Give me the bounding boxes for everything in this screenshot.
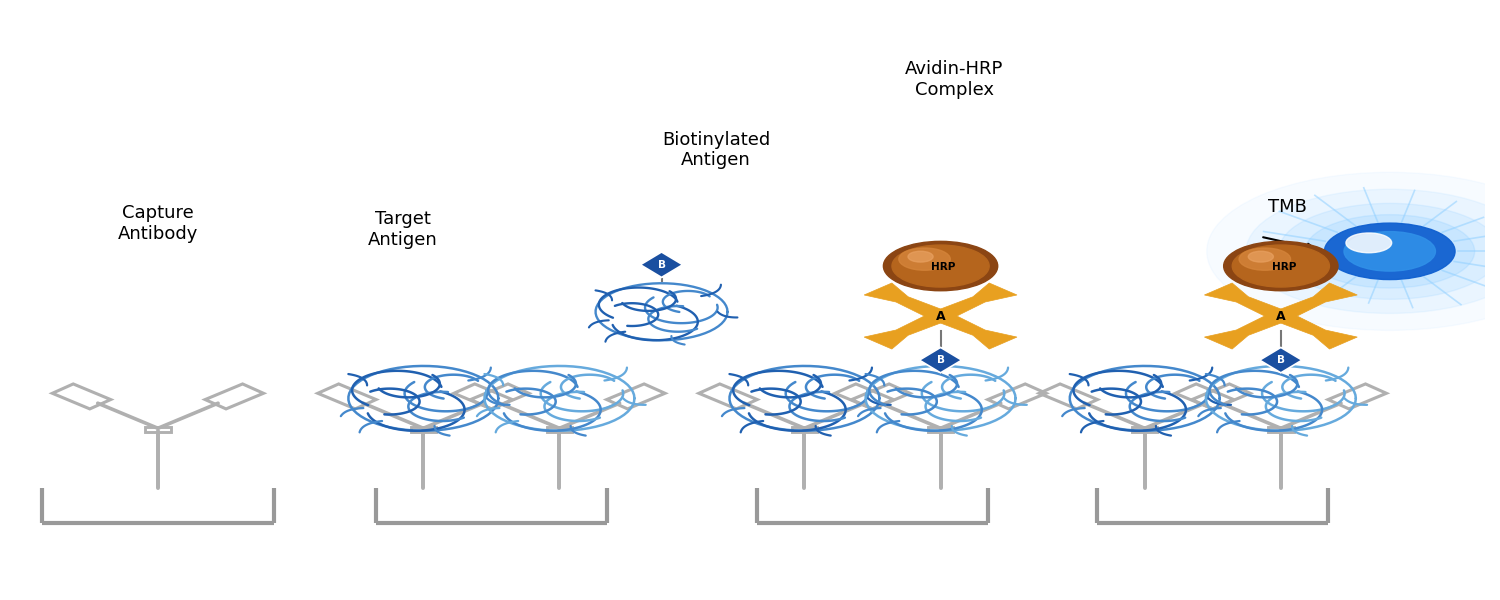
Polygon shape <box>932 283 1017 320</box>
Text: TMB: TMB <box>1268 198 1306 216</box>
Polygon shape <box>1272 312 1358 349</box>
Text: HRP: HRP <box>932 262 956 272</box>
Polygon shape <box>932 312 1017 349</box>
Text: B: B <box>1276 355 1286 365</box>
Circle shape <box>1344 232 1436 271</box>
Polygon shape <box>1272 283 1358 320</box>
Polygon shape <box>864 312 950 349</box>
Circle shape <box>892 245 989 287</box>
Text: B: B <box>657 260 666 270</box>
Circle shape <box>1224 241 1338 291</box>
Circle shape <box>1346 233 1392 253</box>
Circle shape <box>1208 172 1500 331</box>
Circle shape <box>898 248 951 270</box>
Circle shape <box>1239 248 1290 270</box>
Circle shape <box>908 251 933 262</box>
Circle shape <box>1246 189 1500 313</box>
Text: Biotinylated
Antigen: Biotinylated Antigen <box>662 131 770 169</box>
Circle shape <box>1324 223 1455 280</box>
Text: Target
Antigen: Target Antigen <box>368 210 438 249</box>
Text: Avidin-HRP
Complex: Avidin-HRP Complex <box>904 60 1004 99</box>
Circle shape <box>1232 245 1329 287</box>
Text: A: A <box>936 310 945 323</box>
Text: Capture
Antibody: Capture Antibody <box>117 204 198 243</box>
Polygon shape <box>1260 347 1302 373</box>
Circle shape <box>1305 215 1474 288</box>
Polygon shape <box>1204 312 1290 349</box>
Text: A: A <box>1276 310 1286 323</box>
Text: HRP: HRP <box>1272 262 1296 272</box>
Polygon shape <box>864 283 950 320</box>
Polygon shape <box>1204 283 1290 320</box>
Text: B: B <box>936 355 945 365</box>
Polygon shape <box>920 347 962 373</box>
Circle shape <box>1278 203 1500 299</box>
Circle shape <box>1248 251 1274 262</box>
Circle shape <box>884 241 998 291</box>
Polygon shape <box>640 252 682 277</box>
